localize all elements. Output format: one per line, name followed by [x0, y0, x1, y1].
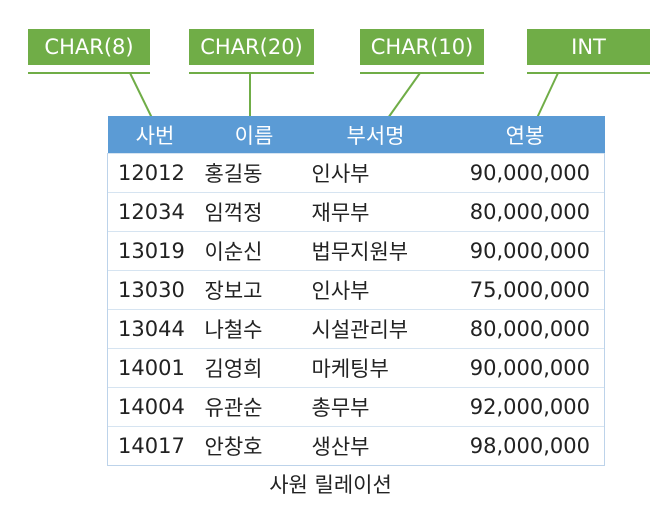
cell-id: 14001	[107, 348, 203, 388]
header-row: 사번 이름 부서명 연봉	[107, 116, 605, 154]
cell-name: 홍길동	[202, 153, 306, 193]
table-row: 14017 안창호 생산부 98,000,000	[107, 426, 605, 466]
cell-id: 13044	[107, 309, 203, 349]
type-box-dept: CHAR(10)	[360, 29, 484, 65]
cell-id: 12034	[107, 192, 203, 232]
table-row: 14004 유관순 총무부 92,000,000	[107, 387, 605, 427]
cell-salary: 75,000,000	[445, 270, 605, 310]
header-dept: 부서명	[305, 116, 446, 154]
cell-name: 이순신	[202, 231, 306, 271]
header-name: 이름	[202, 116, 306, 154]
type-box-id: CHAR(8)	[28, 29, 150, 65]
connector-dept	[387, 72, 421, 119]
type-box-salary: INT	[527, 29, 650, 65]
connector-id	[129, 72, 153, 119]
cell-dept: 마케팅부	[305, 348, 446, 388]
header-id: 사번	[107, 116, 203, 154]
cell-salary: 80,000,000	[445, 192, 605, 232]
type-underline-dept	[360, 72, 484, 74]
table-row: 13044 나철수 시설관리부 80,000,000	[107, 309, 605, 349]
table-row: 12034 임꺽정 재무부 80,000,000	[107, 192, 605, 232]
cell-id: 13019	[107, 231, 203, 271]
table-row: 13019 이순신 법무지원부 90,000,000	[107, 231, 605, 271]
employee-relation-table: 사번 이름 부서명 연봉 12012 홍길동 인사부 90,000,000 12…	[107, 116, 605, 466]
type-underline-name	[189, 72, 314, 74]
cell-name: 안창호	[202, 426, 306, 466]
cell-dept: 인사부	[305, 153, 446, 193]
cell-dept: 시설관리부	[305, 309, 446, 349]
cell-dept: 재무부	[305, 192, 446, 232]
table-row: 13030 장보고 인사부 75,000,000	[107, 270, 605, 310]
cell-name: 장보고	[202, 270, 306, 310]
cell-dept: 법무지원부	[305, 231, 446, 271]
table-row: 12012 홍길동 인사부 90,000,000	[107, 153, 605, 193]
cell-id: 12012	[107, 153, 203, 193]
cell-id: 14017	[107, 426, 203, 466]
cell-name: 임꺽정	[202, 192, 306, 232]
cell-salary: 80,000,000	[445, 309, 605, 349]
cell-id: 13030	[107, 270, 203, 310]
type-box-name: CHAR(20)	[189, 29, 314, 65]
cell-name: 유관순	[202, 387, 306, 427]
cell-salary: 90,000,000	[445, 153, 605, 193]
connector-salary	[536, 72, 559, 119]
cell-salary: 92,000,000	[445, 387, 605, 427]
cell-salary: 90,000,000	[445, 348, 605, 388]
type-underline-id	[28, 72, 150, 74]
cell-name: 나철수	[202, 309, 306, 349]
cell-dept: 생산부	[305, 426, 446, 466]
type-underline-salary	[527, 72, 650, 74]
table-row: 14001 김영희 마케팅부 90,000,000	[107, 348, 605, 388]
cell-salary: 98,000,000	[445, 426, 605, 466]
relation-caption: 사원 릴레이션	[269, 473, 392, 497]
cell-dept: 총무부	[305, 387, 446, 427]
header-salary: 연봉	[445, 116, 605, 154]
cell-name: 김영희	[202, 348, 306, 388]
cell-id: 14004	[107, 387, 203, 427]
cell-dept: 인사부	[305, 270, 446, 310]
cell-salary: 90,000,000	[445, 231, 605, 271]
